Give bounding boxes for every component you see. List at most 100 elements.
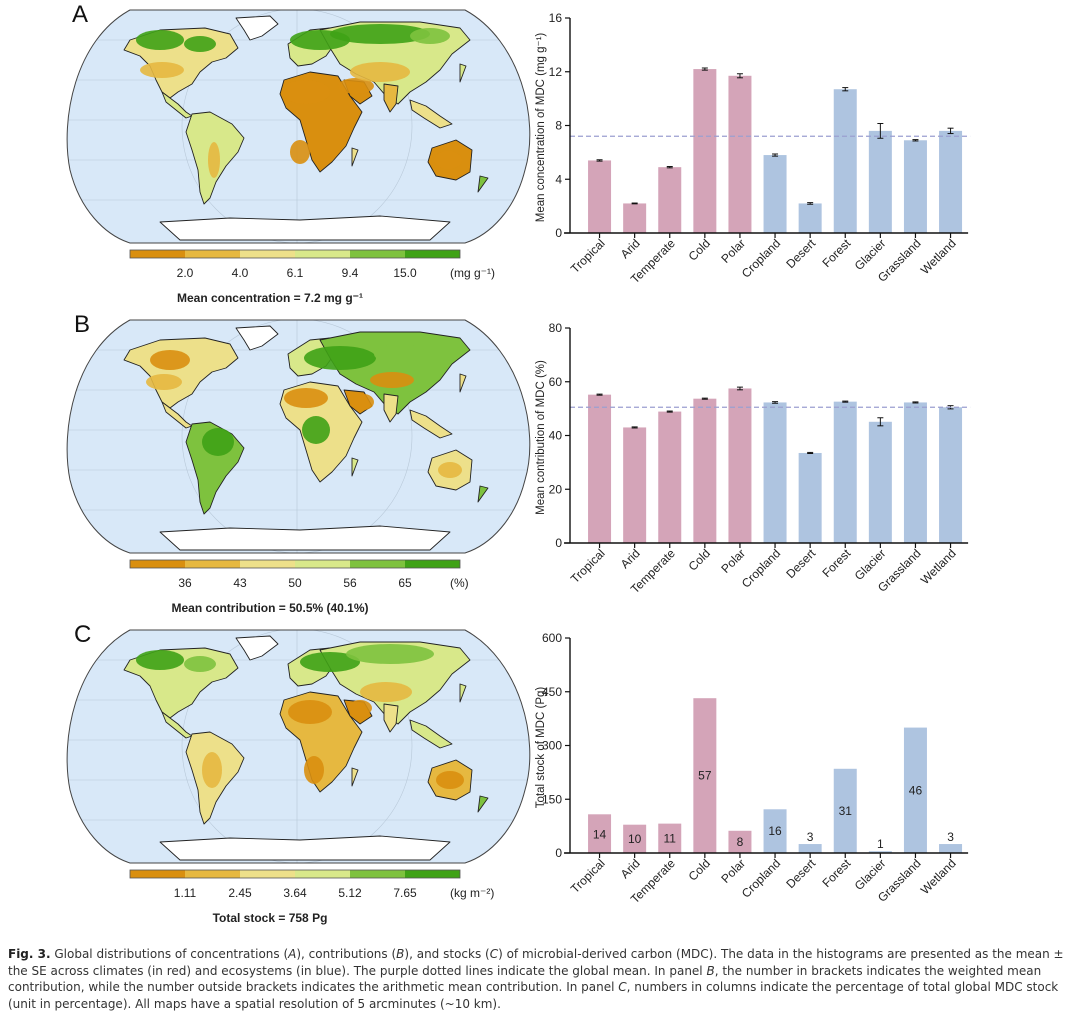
colorbar-segment bbox=[240, 870, 295, 878]
legend-tick-label: 43 bbox=[233, 576, 247, 590]
colorbar-segment bbox=[130, 870, 185, 878]
bar-tropical bbox=[588, 814, 612, 853]
x-tick-label: Forest bbox=[819, 546, 853, 580]
y-axis-label: Total stock of MDC (Pg) bbox=[535, 687, 547, 809]
y-tick-label: 0 bbox=[555, 226, 562, 240]
caption-label: Fig. 3. bbox=[8, 947, 51, 961]
x-tick-label: Forest bbox=[819, 236, 853, 270]
map-value-patch bbox=[370, 372, 414, 388]
bar-value-label: 14 bbox=[593, 827, 607, 841]
map-value-patch bbox=[300, 652, 360, 672]
x-tick-label: Arid bbox=[618, 546, 643, 571]
colorbar-segment bbox=[350, 560, 405, 568]
map-summary-a: Mean concentration = 7.2 mg g⁻¹ bbox=[176, 291, 364, 305]
colorbar-segment bbox=[185, 560, 240, 568]
bar-arid bbox=[623, 824, 647, 853]
caption-segment: ), and stocks ( bbox=[404, 947, 490, 961]
bar-cropland bbox=[763, 402, 787, 543]
legend-tick-label: 5.12 bbox=[338, 886, 362, 900]
x-tick-label: Polar bbox=[718, 856, 748, 886]
legend-tick-label: 9.4 bbox=[341, 266, 359, 280]
bar-grassland bbox=[903, 727, 927, 853]
map-value-patch bbox=[304, 756, 324, 784]
caption-text: Global distributions of concentrations (… bbox=[8, 947, 1064, 1011]
map-value-patch bbox=[410, 28, 450, 44]
bar-value-label: 31 bbox=[839, 804, 853, 818]
legend-tick-label: 2.45 bbox=[228, 886, 252, 900]
panel-letter-c: C bbox=[74, 621, 92, 648]
y-tick-label: 4 bbox=[555, 172, 562, 186]
map-summary-b: Mean contribution = 50.5% (40.1%) bbox=[171, 601, 369, 615]
y-tick-label: 20 bbox=[549, 482, 563, 496]
land-madagascar bbox=[351, 457, 359, 477]
legend-tick-label: 6.1 bbox=[286, 266, 304, 280]
colorbar bbox=[129, 249, 461, 259]
bar-grassland bbox=[903, 140, 927, 233]
legend-tick-label: 1.11 bbox=[173, 886, 197, 900]
caption-segment: ), contributions ( bbox=[296, 947, 397, 961]
land-greenland bbox=[235, 15, 279, 41]
legend-unit-label: (kg m⁻²) bbox=[450, 886, 495, 900]
y-tick-label: 300 bbox=[542, 739, 562, 753]
legend-tick-label: 50 bbox=[288, 576, 302, 590]
map-content bbox=[67, 320, 530, 553]
x-tick-label: Wetland bbox=[918, 236, 959, 277]
caption-segment: ) of microbial-derived carbon (MDC). The… bbox=[8, 947, 1064, 978]
bar-glacier bbox=[868, 130, 892, 233]
x-tick-label: Cold bbox=[686, 546, 713, 573]
bar-cold bbox=[693, 398, 717, 543]
y-tick-label: 0 bbox=[555, 536, 562, 550]
legend-unit-label: (mg g⁻¹) bbox=[450, 266, 495, 280]
land-greenland bbox=[235, 325, 279, 351]
legend-ticks-c: 1.11 2.45 3.64 5.12 7.65 (kg m⁻²) bbox=[0, 886, 540, 902]
map-value-patch bbox=[184, 36, 216, 52]
colorbar-segment bbox=[405, 250, 460, 258]
legend-tick-label: 7.65 bbox=[393, 886, 417, 900]
land-antarctica bbox=[159, 525, 451, 551]
land-seasia bbox=[409, 409, 453, 439]
y-tick-label: 150 bbox=[542, 792, 562, 806]
graticule-meridian bbox=[181, 320, 413, 553]
bar-cold bbox=[693, 69, 717, 233]
map-value-patch bbox=[202, 752, 222, 788]
y-tick-label: 60 bbox=[549, 375, 563, 389]
colorbar-segment bbox=[350, 250, 405, 258]
y-tick-label: 80 bbox=[549, 321, 563, 335]
map-value-patch bbox=[290, 140, 310, 164]
x-tick-label: Arid bbox=[618, 856, 643, 881]
bar-value-label: 8 bbox=[737, 835, 744, 849]
graticule-meridian bbox=[181, 630, 413, 863]
y-axis-label: Mean concentration of MDC (mg g⁻¹) bbox=[535, 33, 547, 223]
map-value-patch bbox=[208, 142, 220, 178]
map-value-patch bbox=[202, 428, 234, 456]
x-tick-label: Cold bbox=[686, 236, 713, 263]
x-tick-label: Wetland bbox=[918, 856, 959, 897]
x-tick-label: Cropland bbox=[739, 856, 783, 900]
map-content bbox=[67, 630, 530, 863]
land-india bbox=[383, 83, 399, 113]
legend-tick-label: 3.64 bbox=[283, 886, 307, 900]
colorbar-segment bbox=[405, 560, 460, 568]
x-tick-label: Cropland bbox=[739, 546, 783, 590]
land-japan bbox=[459, 683, 467, 703]
colorbar-segment bbox=[295, 870, 350, 878]
bar-temperate bbox=[658, 823, 682, 853]
map-value-patch bbox=[146, 374, 182, 390]
x-tick-label: Polar bbox=[718, 236, 748, 266]
bar-value-label: 11 bbox=[664, 831, 677, 845]
caption-segment: C bbox=[618, 980, 627, 994]
caption-segment: Global distributions of concentrations ( bbox=[50, 947, 289, 961]
figure-caption: Fig. 3. Global distributions of concentr… bbox=[8, 946, 1072, 1012]
y-tick-label: 12 bbox=[549, 65, 563, 79]
map-value-patch bbox=[282, 80, 330, 104]
x-tick-label: Wetland bbox=[918, 546, 959, 587]
colorbar-segment bbox=[185, 870, 240, 878]
map-value-patch bbox=[434, 151, 462, 169]
bar-cropland bbox=[763, 155, 787, 233]
legend-tick-label: 36 bbox=[178, 576, 192, 590]
x-tick-label: Desert bbox=[783, 236, 818, 271]
legend-tick-label: 65 bbox=[398, 576, 412, 590]
bar-forest bbox=[833, 401, 857, 543]
map-value-patch bbox=[288, 700, 332, 724]
